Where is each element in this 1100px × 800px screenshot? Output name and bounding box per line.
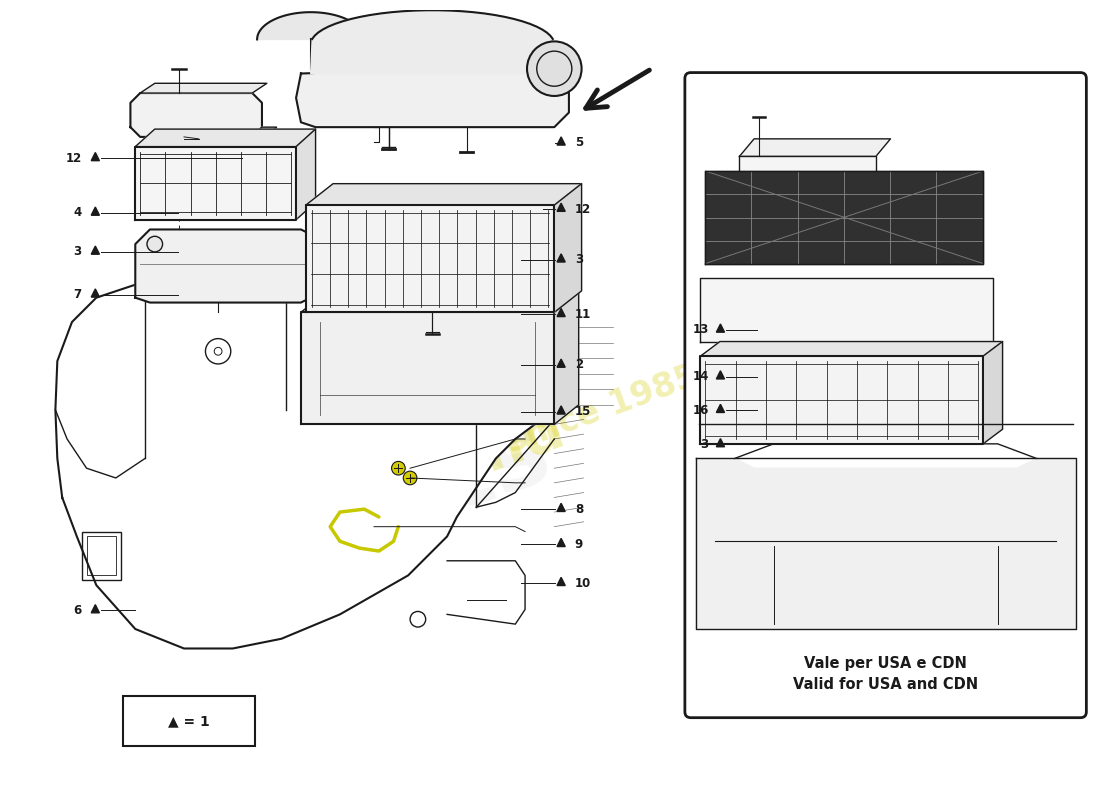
Polygon shape xyxy=(716,370,725,379)
Text: 7: 7 xyxy=(74,288,81,302)
Polygon shape xyxy=(140,83,267,93)
Text: 9: 9 xyxy=(575,538,583,550)
Text: since 1985: since 1985 xyxy=(760,319,894,384)
Text: 4: 4 xyxy=(74,206,81,219)
Polygon shape xyxy=(554,184,582,312)
Text: 10: 10 xyxy=(575,577,591,590)
Polygon shape xyxy=(91,246,99,254)
Polygon shape xyxy=(557,578,565,586)
Polygon shape xyxy=(557,503,565,511)
Polygon shape xyxy=(91,289,99,297)
Text: ▲ = 1: ▲ = 1 xyxy=(168,714,210,729)
FancyBboxPatch shape xyxy=(122,696,255,746)
Polygon shape xyxy=(91,153,99,161)
Text: 16: 16 xyxy=(692,404,708,417)
Polygon shape xyxy=(554,293,579,424)
Text: 11: 11 xyxy=(575,308,591,321)
Polygon shape xyxy=(701,342,1002,356)
Polygon shape xyxy=(310,10,554,74)
Text: 2: 2 xyxy=(575,358,583,371)
Polygon shape xyxy=(557,137,565,145)
Text: 12: 12 xyxy=(575,202,591,215)
Polygon shape xyxy=(296,64,569,127)
Circle shape xyxy=(404,471,417,485)
Polygon shape xyxy=(131,93,262,137)
Polygon shape xyxy=(557,538,565,546)
Text: Valid for USA and CDN: Valid for USA and CDN xyxy=(793,677,978,692)
Polygon shape xyxy=(701,356,983,444)
Polygon shape xyxy=(716,404,725,413)
Text: 13: 13 xyxy=(693,323,708,336)
Text: since 1985: since 1985 xyxy=(503,360,704,460)
Polygon shape xyxy=(296,129,316,220)
Polygon shape xyxy=(55,258,574,649)
Polygon shape xyxy=(135,129,316,146)
Polygon shape xyxy=(716,324,725,332)
Polygon shape xyxy=(252,127,276,137)
Text: euro: euro xyxy=(723,332,932,468)
Polygon shape xyxy=(135,230,310,302)
Text: 5: 5 xyxy=(575,136,583,150)
Polygon shape xyxy=(739,156,876,186)
Polygon shape xyxy=(705,171,983,263)
Text: Vale per USA e CDN: Vale per USA e CDN xyxy=(804,656,967,670)
FancyBboxPatch shape xyxy=(685,73,1087,718)
Polygon shape xyxy=(306,184,582,205)
Polygon shape xyxy=(257,12,364,39)
Circle shape xyxy=(147,236,163,252)
Text: 3: 3 xyxy=(74,246,81,258)
Polygon shape xyxy=(91,207,99,215)
Circle shape xyxy=(527,42,582,96)
Text: 3: 3 xyxy=(701,438,708,451)
Text: 15: 15 xyxy=(575,405,591,418)
Polygon shape xyxy=(739,139,891,156)
Circle shape xyxy=(392,462,405,475)
Polygon shape xyxy=(135,146,296,220)
Polygon shape xyxy=(557,406,565,414)
Polygon shape xyxy=(983,342,1002,444)
Text: parts: parts xyxy=(253,402,563,594)
Text: parts: parts xyxy=(823,427,987,529)
Text: 12: 12 xyxy=(65,152,81,165)
Text: 14: 14 xyxy=(692,370,708,383)
Text: and: and xyxy=(438,401,573,497)
Polygon shape xyxy=(701,278,993,342)
Polygon shape xyxy=(557,254,565,262)
Text: 6: 6 xyxy=(74,604,81,617)
Polygon shape xyxy=(306,205,554,312)
Polygon shape xyxy=(557,203,565,211)
Polygon shape xyxy=(557,309,565,317)
Polygon shape xyxy=(301,312,554,424)
Text: euro: euro xyxy=(42,279,442,540)
Polygon shape xyxy=(716,438,725,446)
Text: 3: 3 xyxy=(575,253,583,266)
Polygon shape xyxy=(695,458,1076,629)
Polygon shape xyxy=(91,605,99,613)
Text: 8: 8 xyxy=(575,502,583,516)
Polygon shape xyxy=(557,359,565,367)
Polygon shape xyxy=(301,293,579,312)
